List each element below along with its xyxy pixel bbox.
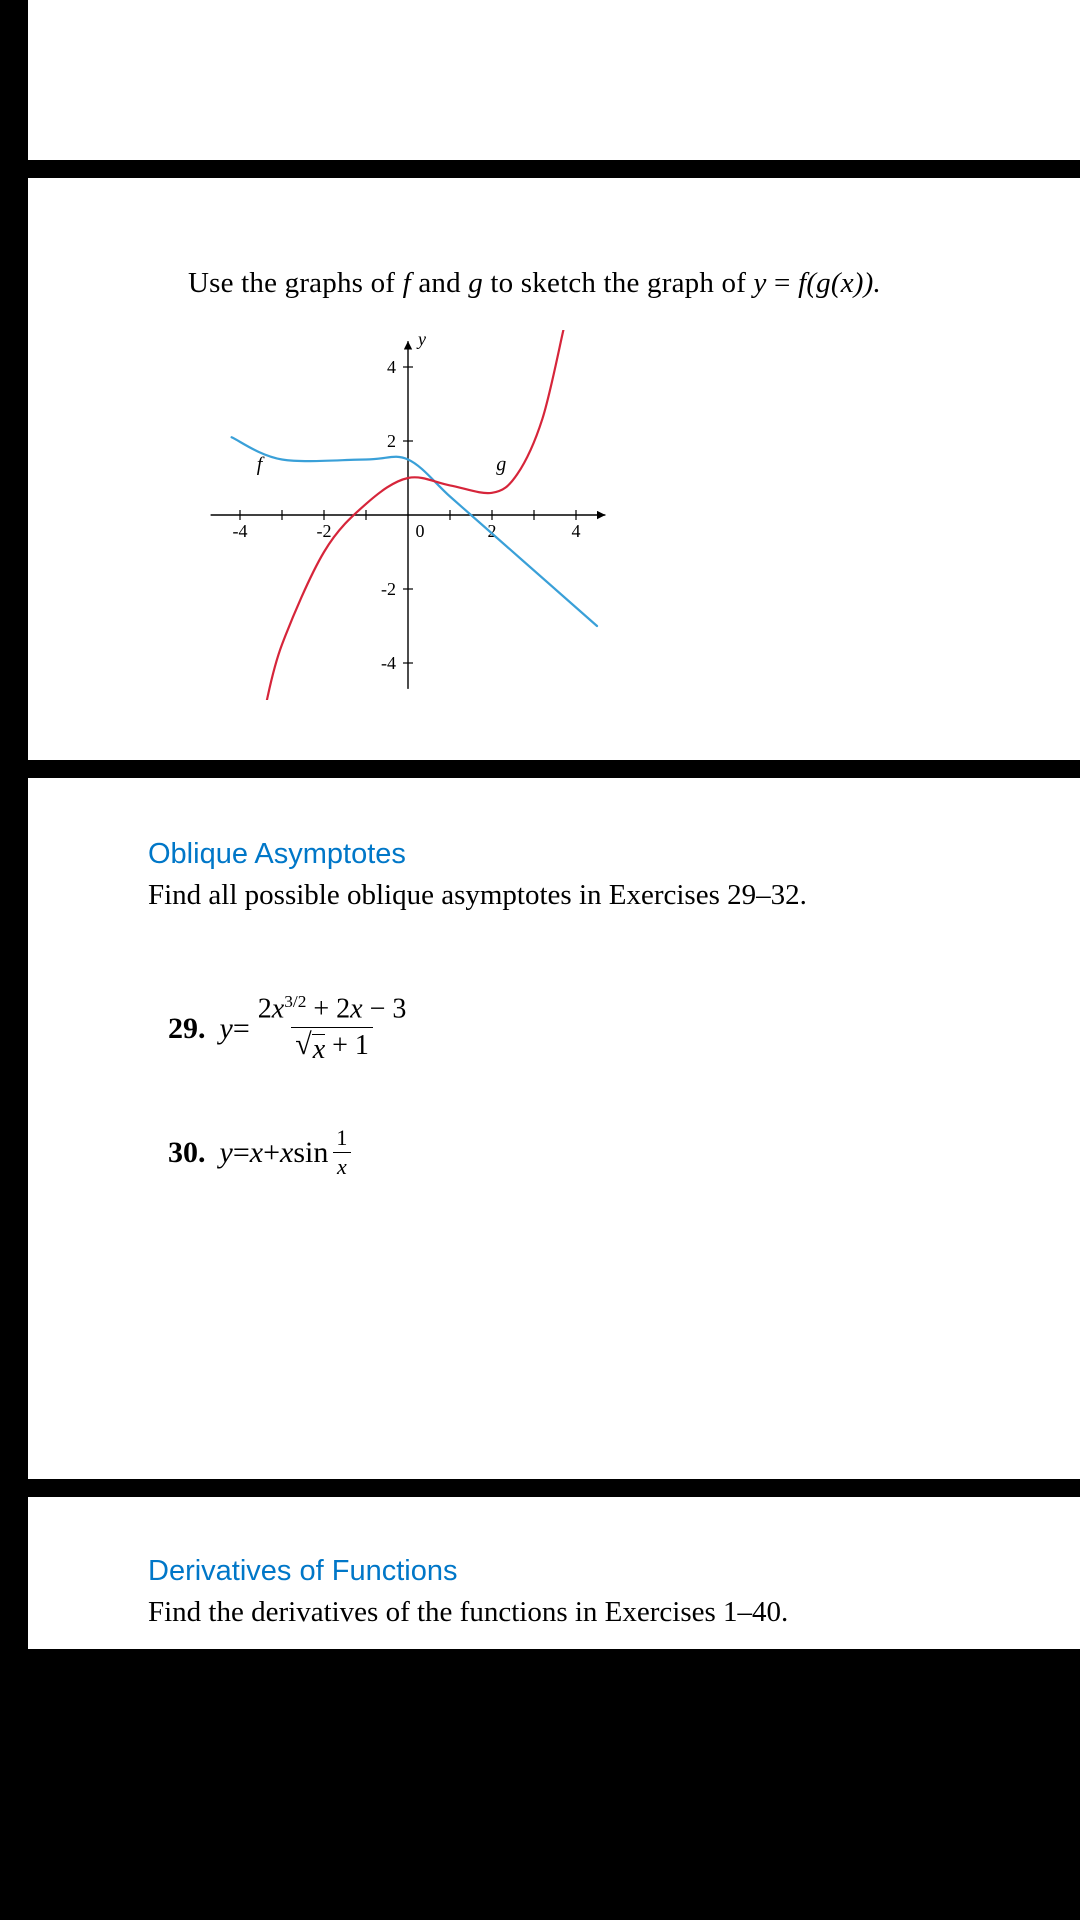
- svg-text:y: y: [416, 330, 426, 349]
- ex29-sqrt-arg: x: [312, 1034, 325, 1066]
- panel-composition-graph: Use the graphs of f and g to sketch the …: [28, 178, 1080, 760]
- ex30-y: y: [220, 1136, 233, 1170]
- ex30-plus: +: [263, 1136, 280, 1170]
- ex29-y: y: [220, 1012, 233, 1046]
- svg-text:-2: -2: [317, 521, 332, 541]
- ex30-x1: x: [250, 1136, 263, 1170]
- ex29-num-2: 2: [258, 993, 272, 1024]
- svg-text:4: 4: [387, 357, 396, 377]
- panel-oblique-asymptotes: Oblique Asymptotes Find all possible obl…: [28, 778, 1080, 1479]
- ex29-sqrt: √ x: [295, 1030, 325, 1066]
- prompt-text-1: Use the graphs of: [188, 267, 403, 299]
- composition-graph-svg: -4-224042-2-4xyfg: [198, 330, 618, 700]
- ex29-den-tail: + 1: [325, 1030, 369, 1061]
- svg-text:g: g: [496, 454, 506, 476]
- prompt-rhs: f(g(x)).: [798, 267, 881, 299]
- prompt-eq: =: [767, 267, 798, 299]
- ex29-denominator: √ x + 1: [291, 1027, 373, 1066]
- ex29-fraction: 2x3/2 + 2x − 3 √ x + 1: [254, 992, 411, 1066]
- panel-derivatives: Derivatives of Functions Find the deriva…: [28, 1497, 1080, 1649]
- derivatives-sub: Find the derivatives of the functions in…: [148, 1596, 1000, 1629]
- ex29-number: 29.: [168, 1012, 206, 1046]
- derivatives-heading: Derivatives of Functions: [148, 1555, 1000, 1588]
- ex30-frac-bot: x: [333, 1152, 351, 1179]
- ex30-eq: =: [233, 1136, 250, 1170]
- ex30-frac-top: 1: [332, 1126, 351, 1152]
- svg-text:0: 0: [416, 521, 425, 541]
- prompt-f: f: [403, 267, 411, 299]
- ex29-num-m3: − 3: [363, 993, 407, 1024]
- ex29-num-x2: x: [350, 993, 362, 1024]
- ex29-num-x: x: [272, 993, 284, 1024]
- svg-text:-4: -4: [233, 521, 248, 541]
- ex29-num-p2: + 2: [306, 993, 350, 1024]
- ex29-eq: =: [233, 1012, 250, 1046]
- oblique-sub: Find all possible oblique asymptotes in …: [148, 879, 1000, 912]
- exercise-29: 29. y = 2x3/2 + 2x − 3 √ x + 1: [168, 992, 1000, 1066]
- radical-icon: √: [295, 1030, 311, 1060]
- ex30-frac: 1 x: [332, 1126, 351, 1179]
- ex29-numerator: 2x3/2 + 2x − 3: [254, 992, 411, 1027]
- svg-text:-4: -4: [381, 653, 396, 673]
- ex30-number: 30.: [168, 1136, 206, 1170]
- graph-container: -4-224042-2-4xyfg: [198, 330, 1000, 700]
- svg-text:2: 2: [387, 431, 396, 451]
- svg-text:-2: -2: [381, 579, 396, 599]
- ex29-num-exp: 3/2: [284, 992, 306, 1011]
- composition-prompt: Use the graphs of f and g to sketch the …: [188, 267, 1000, 300]
- prompt-y: y: [754, 267, 767, 299]
- oblique-heading: Oblique Asymptotes: [148, 838, 1000, 871]
- exercise-30: 30. y = x + x sin 1 x: [168, 1126, 1000, 1179]
- prompt-text-2: and: [411, 267, 468, 299]
- ex29-body: y = 2x3/2 + 2x − 3 √ x + 1: [220, 992, 415, 1066]
- svg-text:4: 4: [572, 521, 581, 541]
- ex30-x2: x: [280, 1136, 293, 1170]
- prompt-text-3: to sketch the graph of: [483, 267, 754, 299]
- ex30-sin: sin: [293, 1136, 328, 1170]
- prompt-g: g: [468, 267, 483, 299]
- ex30-body: y = x + x sin 1 x: [220, 1126, 356, 1179]
- svg-text:f: f: [257, 454, 265, 476]
